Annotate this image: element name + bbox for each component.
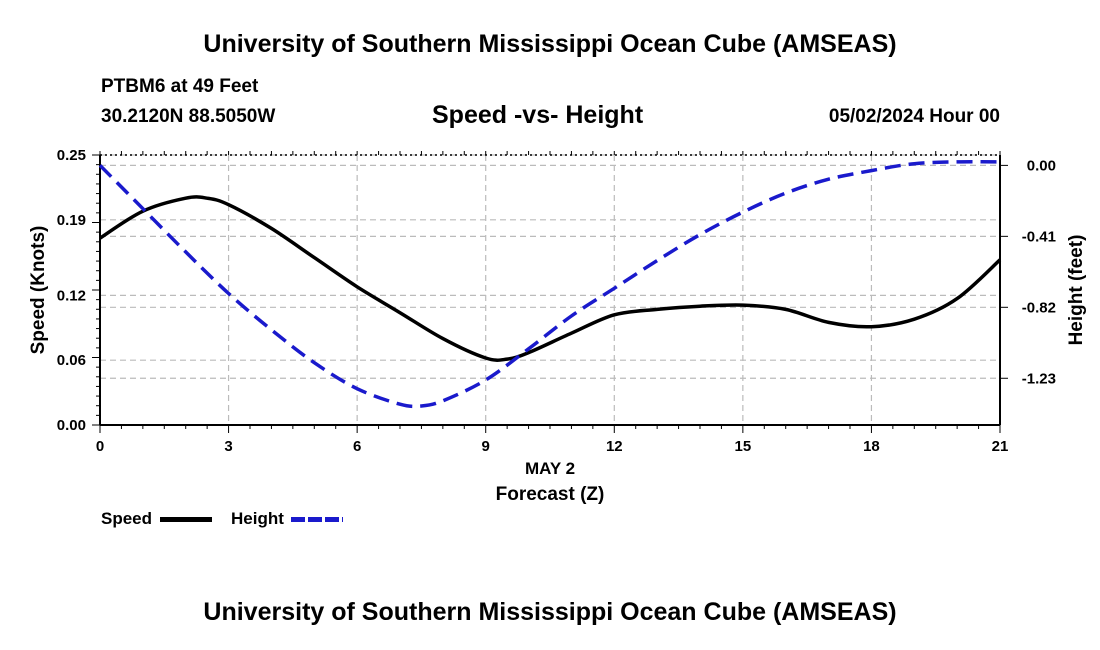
y-tick-label: 0.12 (57, 287, 86, 304)
x-tick-label: 18 (863, 438, 880, 455)
footer-title: University of Southern Mississippi Ocean… (203, 598, 897, 626)
page-title: University of Southern Mississippi Ocean… (203, 30, 897, 58)
y2-axis-label: Height (feet) (1066, 235, 1087, 346)
y2-tick-label: 0.00 (1027, 157, 1056, 174)
x-tick-label: 12 (606, 438, 623, 455)
legend-height-swatch (291, 517, 343, 522)
station-label: PTBM6 at 49 Feet (101, 76, 259, 97)
x-tick-label: 9 (482, 438, 490, 455)
x-axis-date-label: MAY 2 (525, 459, 575, 478)
y2-tick-label: -0.82 (1022, 299, 1056, 316)
x-tick-label: 21 (992, 438, 1009, 455)
chart-title: Speed -vs- Height (432, 101, 644, 129)
legend-speed-label: Speed (101, 509, 153, 528)
x-axis-label: Forecast (Z) (496, 484, 605, 505)
y2-tick-label: -0.41 (1022, 228, 1056, 245)
y-tick-label: 0.00 (57, 417, 86, 434)
y-tick-label: 0.25 (57, 147, 86, 164)
y-tick-label: 0.06 (57, 352, 86, 369)
x-tick-label: 3 (224, 438, 232, 455)
y-axis-label: Speed (Knots) (28, 226, 49, 355)
coordinates-label: 30.2120N 88.5050W (101, 106, 276, 127)
y-tick-label: 0.19 (57, 212, 86, 229)
x-tick-label: 0 (96, 438, 104, 455)
y2-tick-label: -1.23 (1022, 370, 1056, 387)
x-tick-label: 15 (735, 438, 752, 455)
forecast-datetime: 05/02/2024 Hour 00 (828, 106, 1000, 127)
legend-speed-swatch (160, 517, 212, 522)
speed-series-line (99, 195, 1002, 362)
legend-height-label: Height (231, 509, 284, 528)
x-tick-label: 6 (353, 438, 361, 455)
height-series-line (98, 160, 1001, 409)
